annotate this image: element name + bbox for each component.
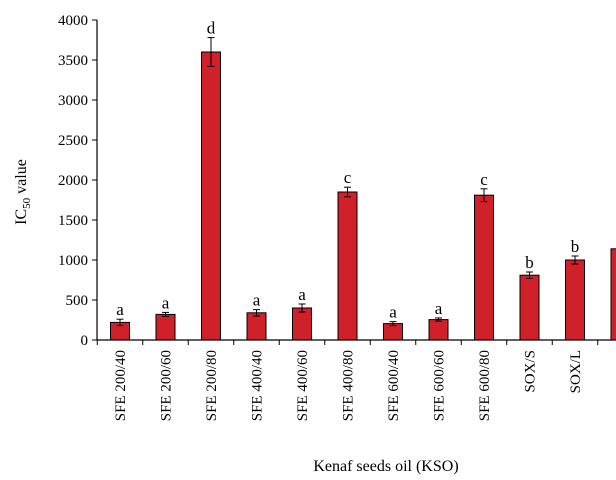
y-axis-title-rest: value xyxy=(13,159,30,198)
y-tick-label: 1000 xyxy=(58,253,88,269)
y-tick-label: 3000 xyxy=(58,93,88,109)
category-label: SFE 200/60 xyxy=(159,350,175,421)
bar xyxy=(201,51,221,341)
significance-label: b xyxy=(525,253,534,272)
significance-label: c xyxy=(480,170,488,189)
y-tick-label: 4000 xyxy=(58,13,88,29)
y-axis-title-sub: 50 xyxy=(21,197,33,209)
bars: aadaacaacbbb xyxy=(110,19,616,341)
bar xyxy=(155,313,176,341)
bar xyxy=(610,248,616,341)
y-tick-label: 2000 xyxy=(58,173,88,189)
svg-text:IC50 value: IC50 value xyxy=(13,159,33,225)
category-label: SFE 600/60 xyxy=(432,350,448,421)
y-tick-label: 0 xyxy=(81,333,89,349)
category-label: SFE 600/80 xyxy=(477,350,493,421)
significance-label: a xyxy=(253,291,261,310)
significance-label: d xyxy=(207,19,216,38)
significance-label: a xyxy=(298,285,306,304)
significance-label: a xyxy=(389,303,397,322)
category-label: SOX/S xyxy=(523,350,539,393)
category-labels: SFE 200/40 SFE 200/60 SFE 200/80 SFE 400/40… xyxy=(113,350,616,421)
category-label: SFE 400/80 xyxy=(341,350,357,421)
y-tick-label: 3500 xyxy=(58,53,88,69)
significance-label: b xyxy=(571,237,580,256)
category-label: SONIC xyxy=(614,350,616,395)
category-label: SFE 200/40 xyxy=(113,350,129,421)
significance-label: a xyxy=(116,300,124,319)
x-axis-title: Kenaf seeds oil (KSO) xyxy=(313,458,458,475)
significance-label: a xyxy=(162,293,170,312)
significance-label: a xyxy=(435,299,443,318)
bar xyxy=(565,259,585,341)
category-label: SFE 400/60 xyxy=(295,350,311,421)
bar xyxy=(519,274,540,341)
category-label: SFE 200/80 xyxy=(204,350,220,421)
bar xyxy=(292,307,312,341)
category-label: SOX/L xyxy=(568,350,584,393)
y-tick-label: 2500 xyxy=(58,133,88,149)
y-axis: 0 500 1000 1500 2000 2500 3000 3500 4000 xyxy=(58,13,616,349)
bar xyxy=(474,194,494,341)
bar xyxy=(246,312,267,341)
category-label: SFE 400/40 xyxy=(250,350,266,421)
y-axis-title: IC50 value xyxy=(13,159,33,225)
bar xyxy=(428,319,449,341)
y-axis-title-main: IC xyxy=(13,209,30,225)
y-tick-label: 1500 xyxy=(58,213,88,229)
significance-label: c xyxy=(344,168,352,187)
category-label: SFE 600/40 xyxy=(386,350,402,421)
y-tick-label: 500 xyxy=(66,293,89,309)
bar xyxy=(337,191,358,341)
